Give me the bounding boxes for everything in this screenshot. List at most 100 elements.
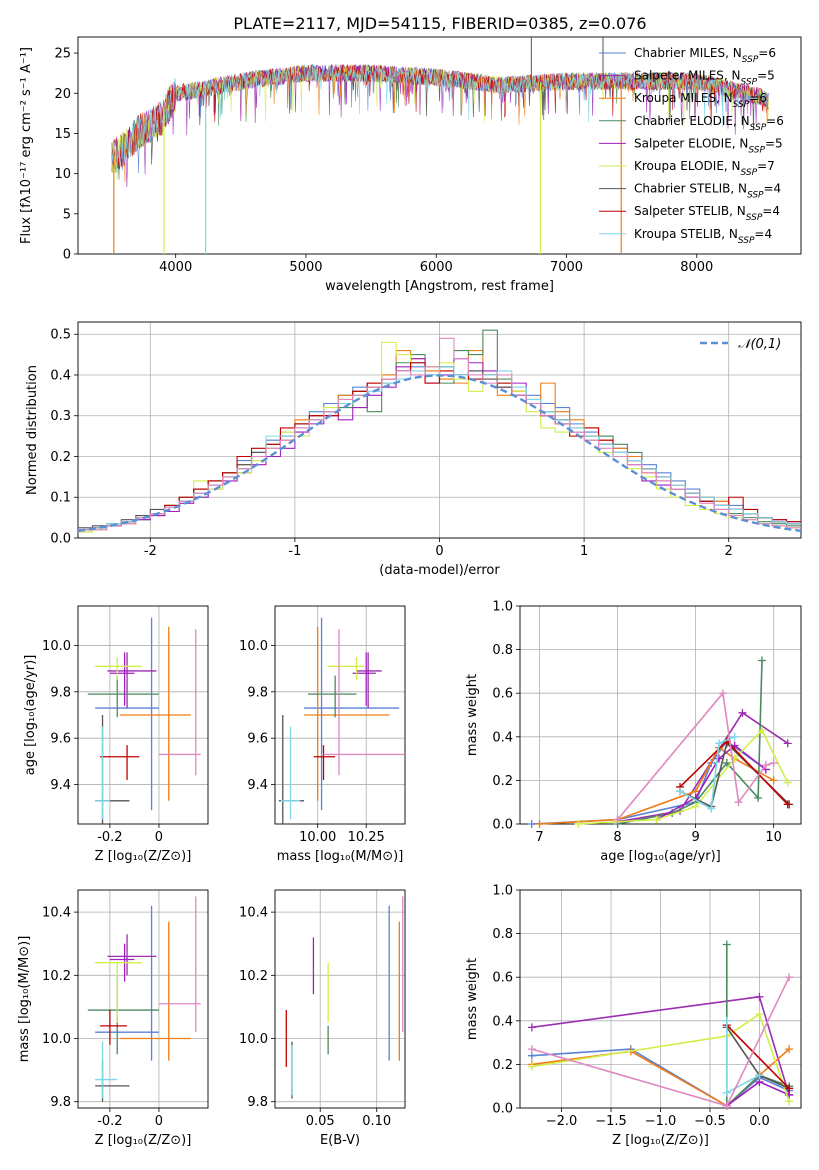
legend-label-part: Kroupa STELIB, N (634, 227, 738, 241)
weight-marker (527, 820, 536, 828)
y-tick-label: 1.0 (492, 600, 513, 615)
weight-line (679, 736, 736, 810)
legend-label-part: =6 (766, 114, 784, 128)
panel-weights-age: 7 8 9 10 0.0 0.2 0.4 0.6 0.8 1.0 age [log₁₀(age/yr… (465, 600, 802, 864)
y-tick-label: 0.6 (492, 687, 513, 702)
spectrum-line (111, 64, 769, 183)
legend-label-sub: SSP (741, 168, 758, 178)
x-tick-label: 7000 (550, 260, 583, 275)
y-tick-label: 5 (63, 207, 71, 222)
weight-marker (722, 1088, 731, 1097)
plot-frame (77, 889, 209, 1109)
legend-label-part: Chabrier STELIB, N (634, 182, 747, 196)
weight-marker (757, 656, 766, 665)
legend-label-sub: SSP (733, 100, 750, 110)
legend-label: Salpeter ELODIE, NSSP=5 (634, 136, 783, 155)
y-tick-label: 10.2 (239, 969, 268, 984)
x-axis-label: mass [log₁₀(M/M⊙)] (277, 849, 404, 864)
plot-frame (519, 605, 802, 825)
y-axis-label: mass [log₁₀(M/M⊙)] (17, 936, 32, 1063)
x-axis-label: wavelength [Angstrom, rest frame] (325, 279, 554, 294)
y-tick-label: 15 (54, 127, 71, 142)
weight-marker (527, 1023, 536, 1032)
y-tick-label: 0.8 (492, 643, 513, 658)
panel-residuals: -2 -1 0 1 2 0.0 0.1 0.2 0.3 0.4 0.5 (data-model)/er… (25, 321, 802, 578)
y-tick-label: 9.6 (247, 732, 268, 747)
y-tick-label: 0 (63, 248, 71, 263)
x-axis-label: Z [log₁₀(Z/Z⊙)] (95, 1133, 192, 1148)
weight-marker (769, 758, 778, 767)
y-tick-label: 10.0 (42, 639, 71, 654)
legend-label: 𝒩(0,1) (738, 337, 781, 352)
y-tick-label: 10.4 (42, 906, 71, 921)
legend-label-sub: SSP (742, 55, 759, 65)
x-tick-label: 8 (613, 830, 621, 845)
weight-line (726, 1024, 790, 1089)
y-tick-label: 10.2 (42, 969, 71, 984)
weight-marker (722, 1101, 731, 1110)
legend-label-sub: SSP (750, 123, 767, 133)
weight-marker (785, 1097, 794, 1106)
x-tick-label: -1 (288, 544, 301, 559)
x-tick-label: 0 (435, 544, 443, 559)
weight-marker (722, 940, 731, 949)
x-tick-label: 6000 (420, 260, 453, 275)
x-tick-label: 10.00 (299, 830, 336, 845)
x-tick-label: 9 (691, 830, 699, 845)
legend-label-part: Kroupa MILES, N (634, 91, 733, 105)
legend-label: Kroupa ELODIE, NSSP=7 (634, 159, 775, 178)
legend-label-sub: SSP (748, 145, 765, 155)
weight-marker (738, 708, 747, 717)
x-tick-label: −2.0 (546, 1114, 578, 1129)
legend-label-part: =4 (762, 204, 780, 218)
y-tick-label: 0.3 (50, 409, 71, 424)
weight-marker (527, 1045, 536, 1054)
plot-frame (274, 889, 406, 1109)
legend-label-sub: SSP (746, 213, 763, 223)
weight-marker (715, 739, 724, 748)
legend-label: Chabrier ELODIE, NSSP=6 (634, 114, 784, 133)
panel-z-age: -0.2 0 9.4 9.6 9.8 10.0 Z [log₁₀(Z/Z⊙)] age [lo… (23, 605, 209, 864)
weight-marker (755, 1010, 764, 1019)
y-tick-label: 0.4 (50, 368, 71, 383)
y-axis-label: Normed distribution (25, 365, 40, 495)
x-tick-label: 0 (155, 830, 163, 845)
legend-label: Kroupa STELIB, NSSP=4 (634, 227, 772, 246)
weight-marker (574, 820, 583, 828)
y-tick-label: 0.5 (50, 328, 71, 343)
legend-label-sub: SSP (747, 191, 764, 201)
x-axis-label: Z [log₁₀(Z/Z⊙)] (95, 849, 192, 864)
legend-label: Chabrier MILES, NSSP=6 (634, 46, 776, 65)
plot-frame (77, 605, 209, 825)
spectrum-line (111, 64, 769, 172)
x-tick-label: -0.2 (97, 830, 122, 845)
y-tick-label: 0.2 (492, 774, 513, 789)
x-tick-label: 10.25 (348, 830, 385, 845)
weight-marker (535, 820, 544, 828)
x-axis-label: age [log₁₀(age/yr)] (600, 849, 721, 864)
x-tick-label: 5000 (289, 260, 322, 275)
legend-label: Chabrier STELIB, NSSP=4 (634, 182, 781, 201)
legend-label-part: Salpeter STELIB, N (634, 204, 746, 218)
legend-label-sub: SSP (738, 236, 755, 246)
y-tick-label: 25 (54, 47, 71, 62)
y-tick-label: 0.1 (50, 491, 71, 506)
y-tick-label: 0.4 (492, 730, 513, 745)
weight-marker (722, 758, 731, 767)
x-axis-label: (data-model)/error (379, 563, 500, 578)
x-tick-label: -2 (144, 544, 157, 559)
y-tick-label: 10.0 (239, 639, 268, 654)
x-tick-label: 7 (535, 830, 543, 845)
weight-marker (755, 1071, 764, 1080)
y-tick-label: 20 (54, 87, 71, 102)
x-tick-label: 10 (765, 830, 782, 845)
plot-frame (519, 889, 802, 1109)
y-tick-label: 0.0 (492, 818, 513, 833)
y-axis-label: mass weight (465, 958, 480, 1040)
legend-label-part: Salpeter MILES, N (634, 69, 741, 83)
y-tick-label: 10.0 (239, 1032, 268, 1047)
weight-marker (785, 1084, 794, 1093)
weight-marker (722, 1016, 731, 1025)
legend-label: Kroupa MILES, NSSP=6 (634, 91, 767, 110)
weight-marker (718, 689, 727, 698)
